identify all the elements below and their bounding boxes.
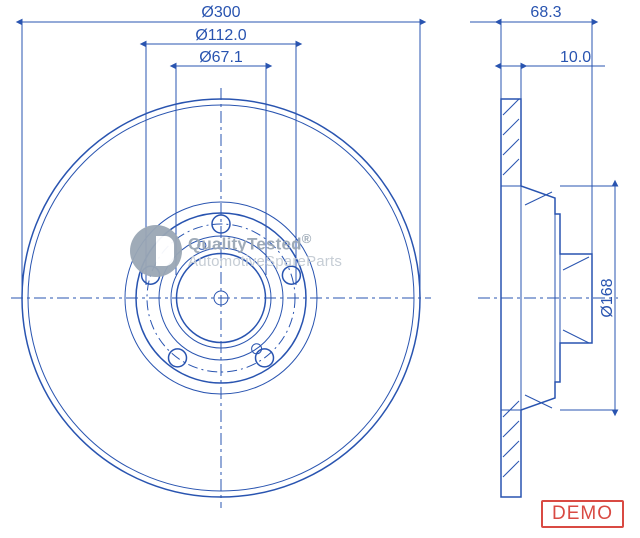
dim-d168-label: Ø168 xyxy=(599,278,616,317)
dim-d300-label: Ø300 xyxy=(201,4,240,21)
dim-w68-label: 68.3 xyxy=(530,4,561,21)
watermark-line1: QualityTested xyxy=(188,235,302,254)
dim-d67-label: Ø67.1 xyxy=(199,49,243,66)
watermark-line2: AutomotiveSpareParts xyxy=(188,254,342,270)
dim-w10-label: 10.0 xyxy=(560,49,591,66)
qt-logo-icon xyxy=(130,225,182,277)
watermark-logo: QualityTested® AutomotiveSpareParts xyxy=(130,225,342,277)
side-view xyxy=(478,99,618,497)
dim-w68-3: 68.3 xyxy=(470,4,592,254)
front-view xyxy=(11,88,431,508)
demo-badge: DEMO xyxy=(541,500,624,528)
dim-w10-0: 10.0 xyxy=(501,49,605,99)
dim-d112-label: Ø112.0 xyxy=(195,27,246,44)
registered-mark: ® xyxy=(302,231,312,246)
